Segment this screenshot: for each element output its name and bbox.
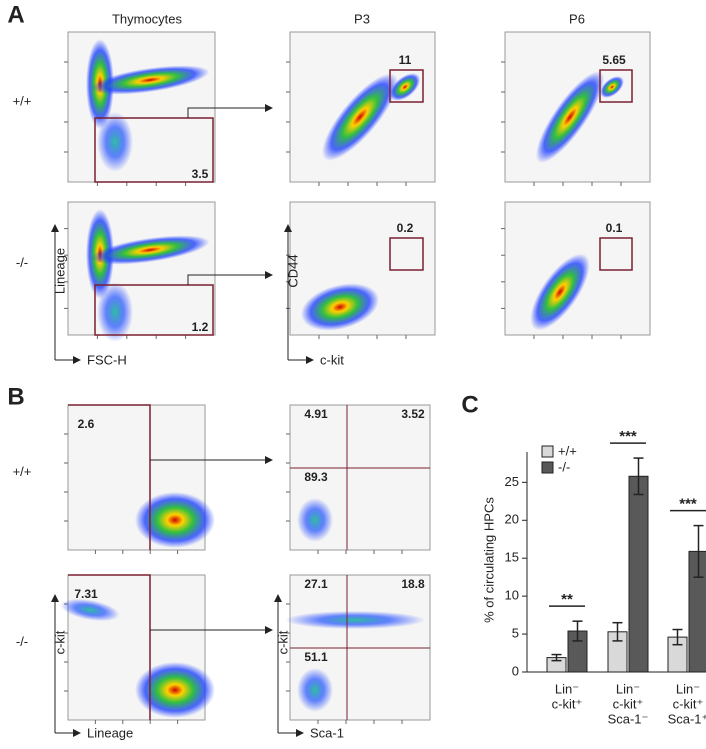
column-header: P3 — [354, 11, 370, 26]
x-tick-label: Lin⁻ — [616, 681, 640, 696]
density — [97, 112, 133, 172]
gate-value: 27.1 — [304, 577, 328, 591]
gate-value: 5.65 — [602, 53, 626, 67]
gate-value: 3.5 — [192, 167, 209, 181]
row-label: -/- — [16, 255, 28, 270]
axis-label: c-kit — [320, 352, 344, 367]
column-header: Thymocytes — [112, 11, 183, 26]
y-tick-label: 5 — [512, 626, 519, 641]
arrow — [187, 104, 273, 118]
density — [135, 662, 215, 718]
gate-value: 2.6 — [78, 417, 95, 431]
gate-value: 11 — [399, 53, 412, 67]
y-tick-label: 0 — [512, 663, 519, 678]
density — [530, 253, 590, 331]
axis-label: FSC-H — [87, 352, 127, 367]
gate — [389, 237, 424, 271]
y-tick-label: 15 — [505, 550, 519, 565]
significance: *** — [679, 496, 697, 513]
density — [90, 235, 210, 265]
y-tick-label: 10 — [505, 588, 519, 603]
density — [97, 282, 133, 342]
density — [297, 498, 333, 542]
bar — [628, 475, 649, 673]
x-tick-label: c-kit⁺ — [673, 696, 704, 711]
legend-swatch — [541, 461, 554, 474]
gate — [94, 117, 214, 183]
panel-label: B — [7, 383, 24, 410]
y-tick-label: 25 — [505, 474, 519, 489]
axis-label: c-kit — [275, 630, 290, 654]
x-tick-label: Sca-1⁺ — [668, 711, 706, 726]
density — [90, 65, 210, 95]
gate-value: 0.2 — [397, 221, 414, 235]
density — [535, 71, 605, 163]
gate — [68, 404, 151, 550]
legend-label: +/+ — [558, 443, 577, 458]
significance: *** — [619, 428, 637, 445]
x-tick-label: Lin⁻ — [555, 681, 579, 696]
axis-label: Lineage — [52, 248, 67, 294]
row-label: +/+ — [13, 464, 32, 479]
gate-value: 51.1 — [304, 650, 328, 664]
gate-value: 4.91 — [304, 407, 328, 421]
x-tick-label: c-kit⁺ — [613, 696, 644, 711]
row-label: -/- — [16, 634, 28, 649]
gate — [94, 284, 214, 336]
panel-label: A — [7, 1, 24, 28]
gate-value: 89.3 — [304, 470, 328, 484]
gate-value: 18.8 — [401, 577, 425, 591]
row-label: +/+ — [13, 93, 32, 108]
arrow — [187, 271, 273, 285]
column-header: P6 — [569, 11, 585, 26]
panel-label: C — [461, 391, 478, 418]
y-tick-label: 20 — [505, 512, 519, 527]
legend-label: -/- — [558, 459, 570, 474]
density — [297, 668, 333, 712]
axis-label: CD44 — [285, 254, 300, 287]
gate — [389, 69, 424, 103]
density — [300, 283, 380, 331]
x-tick-label: c-kit⁺ — [552, 696, 583, 711]
legend-swatch — [541, 445, 554, 458]
bar — [688, 550, 706, 673]
gate — [599, 237, 633, 271]
gate-value: 1.2 — [192, 320, 209, 334]
gate-value: 7.31 — [74, 587, 98, 601]
x-tick-label: Lin⁻ — [676, 681, 700, 696]
density — [389, 73, 421, 101]
axis-label: Lineage — [87, 725, 133, 740]
density — [600, 76, 624, 98]
x-tick-label: Sca-1⁻ — [608, 711, 649, 726]
y-axis-label: % of circulating HPCs — [481, 497, 496, 623]
axis-label: Sca-1 — [310, 725, 344, 740]
gate — [68, 574, 151, 720]
density — [322, 73, 398, 161]
gate-value: 0.1 — [606, 221, 623, 235]
gate-value: 3.52 — [401, 407, 425, 421]
gate — [599, 69, 633, 103]
axis-label: c-kit — [52, 630, 67, 654]
density — [60, 598, 120, 622]
significance: ** — [561, 591, 573, 608]
density — [285, 611, 425, 629]
density — [135, 492, 215, 548]
